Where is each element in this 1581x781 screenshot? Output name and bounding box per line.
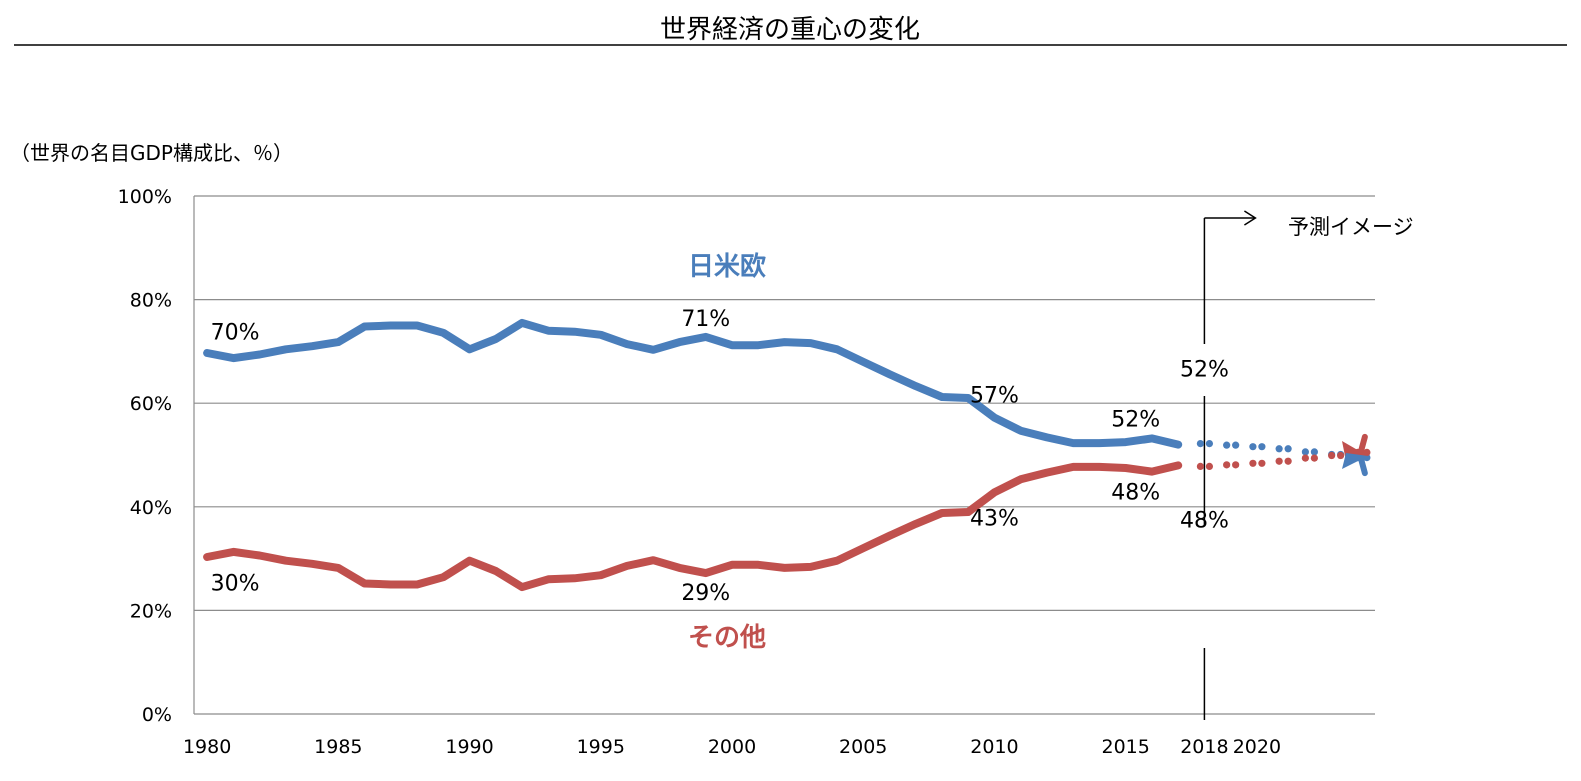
y-tick-label: 40% xyxy=(130,497,172,519)
x-tick-label: 2020 xyxy=(1233,736,1281,758)
series-line xyxy=(203,461,1183,592)
data-label: 70% xyxy=(211,320,260,345)
data-label: 30% xyxy=(211,572,260,597)
projection-point xyxy=(1301,448,1309,456)
data-label: 57% xyxy=(970,384,1019,409)
data-label: 48% xyxy=(1111,480,1160,505)
x-tick-label: 2000 xyxy=(708,736,756,758)
projection-point xyxy=(1310,448,1318,456)
y-tick-label: 80% xyxy=(130,290,172,312)
chart-title: 世界経済の重心の変化 xyxy=(660,15,920,45)
projection-point xyxy=(1223,441,1231,449)
projection-point xyxy=(1284,457,1292,465)
projection-point xyxy=(1232,461,1240,469)
y-tick-label: 20% xyxy=(130,600,172,622)
data-label: 48% xyxy=(1180,508,1229,533)
projection-point xyxy=(1328,451,1336,460)
projection-point xyxy=(1275,457,1283,465)
data-label: 52% xyxy=(1111,408,1160,433)
projection-point xyxy=(1275,445,1283,453)
series-name-label: その他 xyxy=(688,623,766,653)
axes: 0% 20% 40% 60% 80% 100% 1980 1985 1990 1995 2000 20… xyxy=(118,186,1375,758)
projection-point xyxy=(1258,459,1266,467)
projection-point xyxy=(1363,448,1371,457)
projection-point xyxy=(1232,441,1240,449)
data-label: 29% xyxy=(681,581,730,606)
data-label: 71% xyxy=(681,307,730,332)
projection-point xyxy=(1258,443,1266,451)
series-line xyxy=(203,318,1183,449)
projection-point xyxy=(1205,462,1214,470)
projection-point xyxy=(1284,445,1292,453)
projection-marker: 予測イメージ xyxy=(1203,210,1414,720)
x-tick-label: 1990 xyxy=(445,736,493,758)
projection-point xyxy=(1310,454,1318,462)
y-tick-label: 0% xyxy=(142,704,172,726)
projection-point xyxy=(1196,440,1205,448)
series-name-label: 日米欧 xyxy=(688,251,766,282)
series xyxy=(203,318,1371,592)
x-tick-label: 2005 xyxy=(839,736,887,758)
projection-point xyxy=(1301,454,1309,462)
projection-arrow-head xyxy=(1244,210,1257,226)
projection-point xyxy=(1196,462,1205,470)
arrow-head xyxy=(1342,453,1368,469)
x-tick-label: 1985 xyxy=(314,736,362,758)
x-tick-label: 2015 xyxy=(1101,736,1149,758)
x-tick-label: 1980 xyxy=(183,736,231,758)
x-tick-label: 2018 xyxy=(1180,736,1228,758)
projection-point xyxy=(1205,440,1214,448)
grid xyxy=(194,195,1375,612)
projection-point xyxy=(1249,459,1257,467)
x-tick-label: 2010 xyxy=(970,736,1018,758)
projection-point xyxy=(1249,443,1257,451)
projection-point xyxy=(1337,451,1345,460)
data-label: 43% xyxy=(970,506,1019,531)
projection-label: 予測イメージ xyxy=(1288,215,1414,239)
y-tick-label: 60% xyxy=(130,393,172,415)
data-label: 52% xyxy=(1180,358,1229,383)
unit-label: （世界の名目GDP構成比、％） xyxy=(10,141,293,165)
projection-point xyxy=(1223,461,1231,469)
y-tick-label: 100% xyxy=(118,186,172,208)
x-tick-label: 1995 xyxy=(577,736,625,758)
